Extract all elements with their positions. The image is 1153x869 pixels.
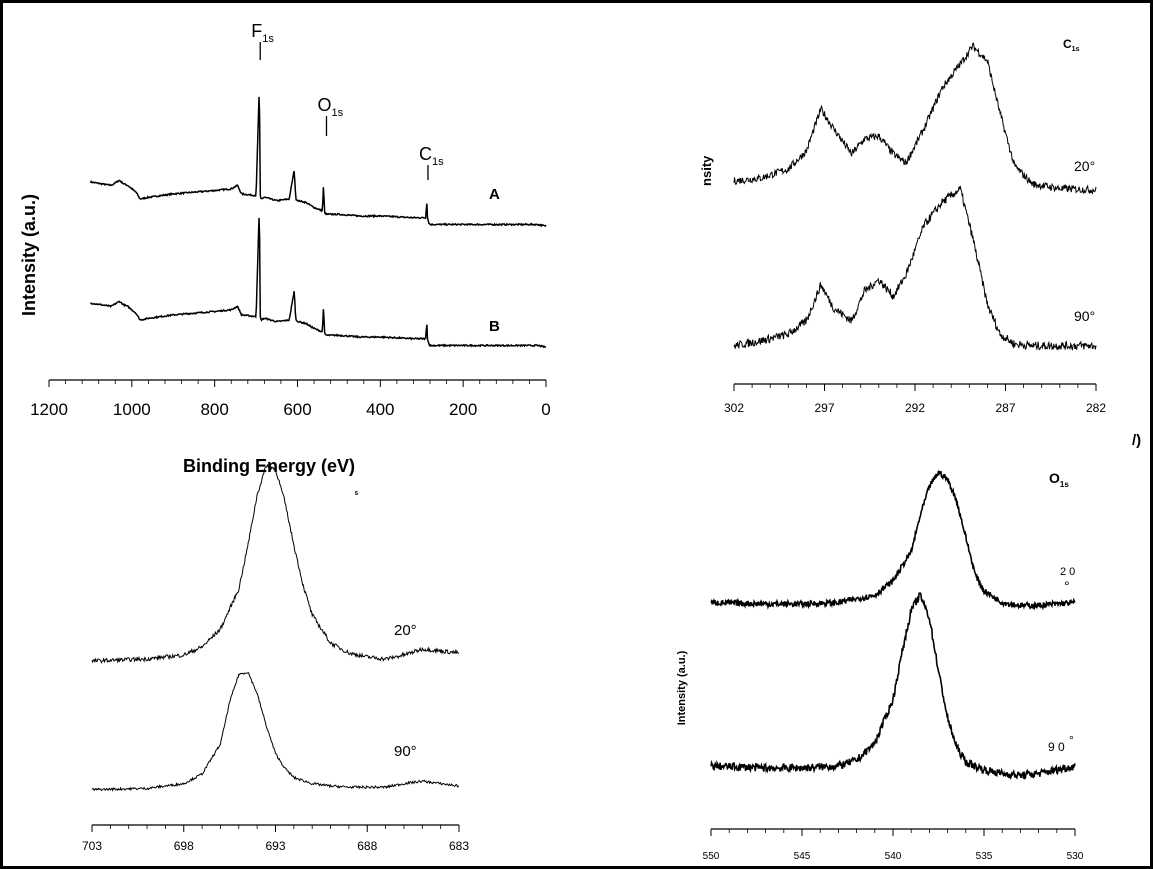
c1s-title: C1s: [1063, 37, 1080, 53]
o1s-title: O1s: [1049, 470, 1069, 489]
peak-label: C1s: [419, 144, 444, 168]
f1s-x-axis-tick-label: 688: [357, 839, 377, 853]
o1s-spectrum: [710, 470, 1076, 611]
f1s-x-axis-tick-label: 693: [265, 839, 285, 853]
c1s-x-axis-tick-label: 292: [905, 401, 925, 415]
c1s-series-label: 20°: [1074, 158, 1095, 174]
o1s-y-axis-label: Intensity (a.u.): [676, 650, 688, 725]
f1s-x-axis-tick-label: 698: [174, 839, 194, 853]
f1s-series-label: 20°: [394, 622, 417, 639]
o1s-x-axis-tick-label: 535: [976, 851, 993, 862]
survey-spectrum-A: [89, 96, 547, 228]
o1s-degree-sign: °: [1069, 733, 1074, 747]
survey-x-axis-tick-label: 600: [283, 400, 311, 419]
f1s-spectrum: [91, 672, 459, 792]
survey-x-axis-tick-label: 1000: [113, 400, 151, 419]
o1s-x-axis-tick-label: 540: [885, 851, 902, 862]
f1s-x-axis-tick-label: 683: [449, 839, 469, 853]
peak-label: O1s: [317, 95, 343, 119]
f1s-series-label: 90°: [394, 743, 417, 760]
o1s-spectrum: [710, 592, 1076, 781]
survey-spectrum-B: [90, 217, 547, 349]
clipped-label-fragment: /): [1132, 432, 1141, 449]
survey-x-axis-tick-label: 400: [366, 400, 394, 419]
o1s-series-label: 2 0: [1060, 566, 1075, 578]
o1s-x-axis-tick-label: 545: [794, 851, 811, 862]
f1s-x-axis-tick-label: 703: [82, 839, 102, 853]
c1s-y-axis-label: Intensity (a.u.): [699, 121, 714, 209]
c1s-series-label: 90°: [1074, 308, 1095, 324]
c1s-x-axis-tick-label: 287: [995, 401, 1015, 415]
o1s-x-axis-tick-label: 530: [1067, 851, 1084, 862]
survey-y-axis-label: Intensity (a.u.): [19, 194, 39, 316]
o1s-series-label: 9 0: [1048, 740, 1065, 754]
c1s-spectrum: [733, 42, 1097, 195]
c1s-x-axis-tick-label: 302: [724, 401, 744, 415]
o1s-x-axis-tick-label: 550: [703, 851, 720, 862]
o1s-degree-sign: °: [1064, 578, 1070, 594]
survey-x-axis-tick-label: 800: [200, 400, 228, 419]
survey-x-axis-tick-label: 1200: [30, 400, 68, 419]
f1s-title: F1s: [343, 481, 358, 497]
c1s-x-axis-tick-label: 297: [814, 401, 834, 415]
peak-label: F1s: [251, 21, 274, 45]
f1s-spectrum: [91, 463, 460, 664]
survey-series-label: A: [489, 186, 500, 203]
survey-series-label: B: [489, 318, 500, 335]
survey-x-axis-tick-label: 0: [541, 400, 550, 419]
c1s-x-axis-tick-label: 282: [1086, 401, 1106, 415]
c1s-spectrum: [733, 185, 1097, 351]
survey-x-axis-tick-label: 200: [449, 400, 477, 419]
